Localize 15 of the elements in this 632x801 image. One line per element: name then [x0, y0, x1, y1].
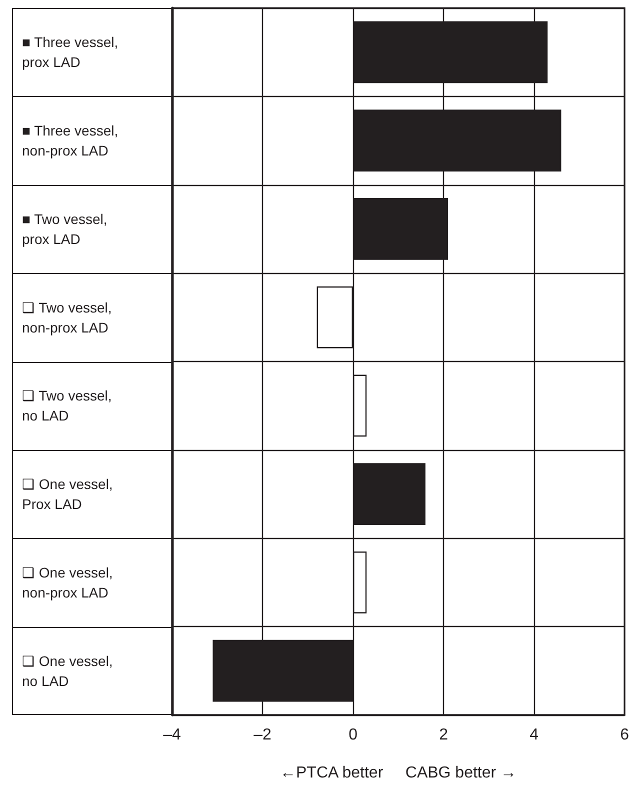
y-tick-label: ■ Three vessel, prox LAD — [22, 34, 118, 70]
x-tick-label: 6 — [620, 726, 630, 744]
x-axis-title: ←PTCA better CABG better → — [280, 764, 517, 782]
y-tick-label: ■ Three vessel, non-prox LAD — [22, 122, 118, 159]
x-tick-label: –4 — [163, 726, 181, 744]
x-tick-label: –2 — [254, 726, 272, 744]
y-tick-label: ❑ One vessel, no LAD — [22, 652, 113, 689]
x-tick-label: 0 — [348, 726, 358, 744]
y-tick-label: ■ Two vessel, prox LAD — [22, 210, 108, 247]
y-tick-label: ❑ Two vessel, no LAD — [22, 388, 112, 424]
y-tick-label: ❑ One vessel, Prox LAD — [22, 476, 113, 512]
y-tick-label: ❑ Two vessel, non-prox LAD — [22, 299, 112, 336]
x-tick-label: 4 — [530, 726, 539, 744]
x-tick-label: 2 — [439, 726, 448, 744]
y-tick-label: ❑ One vessel, non-prox LAD — [22, 564, 113, 600]
